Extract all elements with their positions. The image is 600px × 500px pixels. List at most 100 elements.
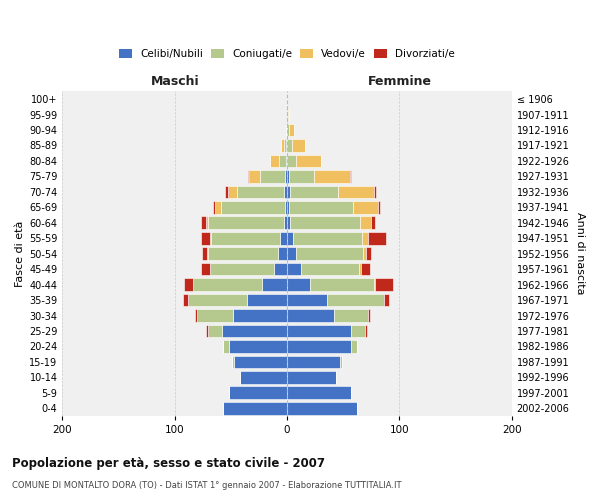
Text: COMUNE DI MONTALTO DORA (TO) - Dati ISTAT 1° gennaio 2007 - Elaborazione TUTTITA: COMUNE DI MONTALTO DORA (TO) - Dati ISTA…	[12, 481, 401, 490]
Bar	[287, 108, 288, 121]
Bar	[287, 402, 356, 414]
Bar	[350, 170, 351, 182]
Bar	[223, 340, 229, 353]
Bar	[351, 324, 365, 338]
Bar	[310, 278, 374, 291]
Bar	[215, 201, 221, 213]
Bar	[368, 232, 386, 244]
Bar	[359, 263, 361, 276]
Bar	[287, 232, 293, 244]
Bar	[200, 263, 209, 276]
Bar	[286, 124, 287, 136]
Bar	[368, 309, 370, 322]
Bar	[260, 170, 285, 182]
Bar	[284, 216, 287, 229]
Text: Femmine: Femmine	[367, 76, 431, 88]
Bar	[287, 278, 310, 291]
Bar	[287, 324, 351, 338]
Bar	[287, 263, 301, 276]
Legend: Celibi/Nubili, Coniugati/e, Vedovi/e, Divorziati/e: Celibi/Nubili, Coniugati/e, Vedovi/e, Di…	[115, 44, 459, 63]
Bar	[365, 248, 371, 260]
Bar	[287, 340, 351, 353]
Bar	[287, 124, 289, 136]
Bar	[364, 248, 365, 260]
Bar	[287, 248, 296, 260]
Bar	[289, 170, 314, 182]
Text: Popolazione per età, sesso e stato civile - 2007: Popolazione per età, sesso e stato civil…	[12, 458, 325, 470]
Bar	[353, 201, 378, 213]
Bar	[287, 154, 296, 168]
Bar	[211, 232, 280, 244]
Bar	[285, 170, 287, 182]
Bar	[351, 340, 356, 353]
Bar	[262, 278, 287, 291]
Bar	[296, 154, 321, 168]
Bar	[340, 356, 342, 368]
Bar	[290, 216, 360, 229]
Bar	[234, 356, 287, 368]
Bar	[279, 154, 286, 168]
Bar	[278, 248, 287, 260]
Bar	[200, 232, 209, 244]
Bar	[208, 324, 222, 338]
Bar	[362, 232, 368, 244]
Bar	[378, 201, 380, 213]
Bar	[233, 309, 287, 322]
Bar	[328, 294, 383, 306]
Bar	[284, 186, 287, 198]
Bar	[290, 186, 338, 198]
Bar	[287, 201, 289, 213]
Bar	[223, 402, 287, 414]
Bar	[236, 186, 284, 198]
Bar	[289, 124, 294, 136]
Bar	[195, 309, 197, 322]
Bar	[374, 186, 376, 198]
Bar	[286, 154, 287, 168]
Bar	[288, 108, 289, 121]
Bar	[232, 356, 234, 368]
Bar	[227, 186, 236, 198]
Bar	[221, 201, 285, 213]
Bar	[314, 170, 350, 182]
Bar	[202, 248, 208, 260]
Bar	[270, 154, 279, 168]
Y-axis label: Anni di nascita: Anni di nascita	[575, 212, 585, 295]
Bar	[197, 309, 233, 322]
Bar	[287, 371, 337, 384]
Bar	[213, 201, 215, 213]
Bar	[287, 356, 340, 368]
Bar	[292, 139, 305, 152]
Bar	[289, 201, 353, 213]
Bar	[247, 294, 287, 306]
Bar	[286, 139, 287, 152]
Bar	[200, 216, 206, 229]
Bar	[222, 324, 287, 338]
Bar	[225, 186, 227, 198]
Bar	[206, 216, 208, 229]
Bar	[249, 170, 260, 182]
Bar	[383, 294, 389, 306]
Bar	[240, 371, 287, 384]
Bar	[287, 186, 290, 198]
Bar	[284, 139, 286, 152]
Bar	[374, 278, 392, 291]
Bar	[371, 216, 374, 229]
Bar	[209, 263, 274, 276]
Bar	[287, 216, 290, 229]
Bar	[229, 386, 287, 399]
Bar	[209, 232, 211, 244]
Bar	[182, 294, 188, 306]
Bar	[296, 248, 364, 260]
Bar	[361, 263, 370, 276]
Bar	[206, 324, 208, 338]
Bar	[360, 216, 371, 229]
Text: Maschi: Maschi	[151, 76, 199, 88]
Bar	[338, 186, 374, 198]
Bar	[334, 309, 368, 322]
Bar	[365, 324, 367, 338]
Bar	[184, 278, 193, 291]
Bar	[193, 278, 262, 291]
Bar	[280, 232, 287, 244]
Bar	[287, 309, 334, 322]
Bar	[248, 170, 249, 182]
